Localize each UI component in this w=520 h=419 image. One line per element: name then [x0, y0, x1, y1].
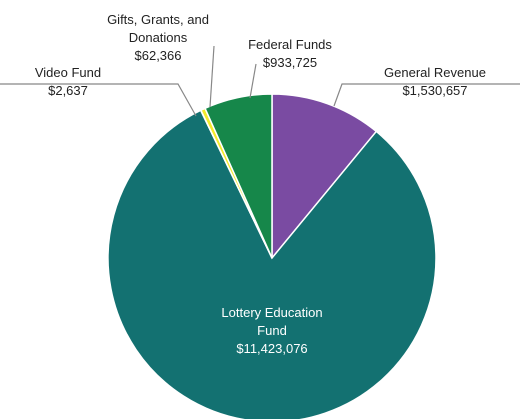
leader-lines	[0, 45, 520, 117]
value-label: $11,423,076	[236, 341, 308, 356]
slice-label: Federal Funds $933,725	[225, 36, 355, 72]
slice-label: Lottery Education Fund $11,423,076	[207, 304, 337, 358]
slice	[204, 93, 273, 259]
category-label: Gifts, Grants, and Donations	[107, 12, 209, 45]
slice-label: Video Fund $2,637	[8, 64, 128, 100]
category-label: Video Fund	[34, 65, 102, 80]
slice	[107, 109, 437, 419]
slice-label: Gifts, Grants, and Donations $62,366	[103, 11, 213, 65]
slices	[107, 93, 437, 419]
value-label: $933,725	[262, 55, 318, 70]
leader-line	[0, 83, 197, 117]
category-label: Lottery Education Fund	[221, 305, 323, 338]
category-label: General Revenue	[384, 65, 486, 80]
leader-line	[333, 83, 520, 107]
leader-line	[209, 45, 215, 108]
value-label: $2,637	[48, 83, 88, 98]
value-label: $1,530,657	[402, 83, 468, 98]
category-label: Federal Funds	[248, 37, 332, 52]
leader-line	[249, 63, 257, 99]
value-label: $62,366	[134, 48, 182, 63]
slice-label: General Revenue $1,530,657	[355, 64, 515, 100]
slice	[271, 93, 378, 261]
